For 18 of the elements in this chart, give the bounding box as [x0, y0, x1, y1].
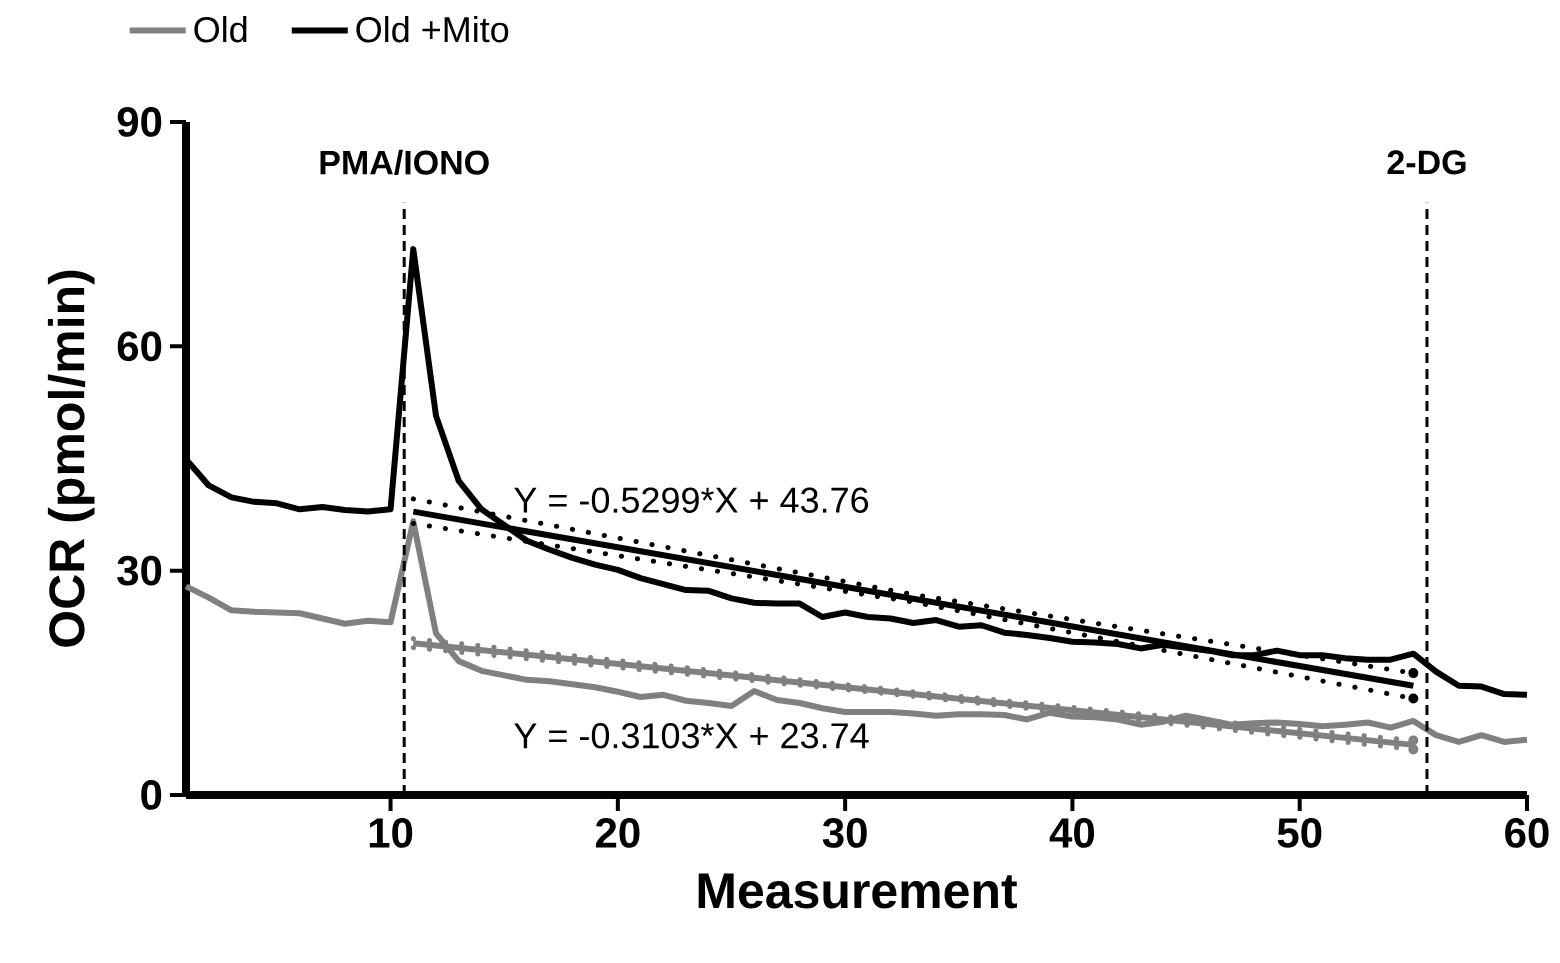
x-axis-title: Measurement: [698, 873, 1017, 909]
ref-line-label: PMA/IONO: [320, 149, 489, 176]
x-tick-label: 30: [822, 818, 867, 848]
x-tick-label: 50: [1277, 818, 1322, 848]
y-tick-label: 0: [141, 780, 162, 810]
annotation: Y = -0.3103*X + 23.74: [514, 723, 869, 749]
y-tick-label: 60: [117, 331, 162, 362]
legend-label: Old: [194, 15, 247, 43]
x-tick-label: 40: [1049, 818, 1095, 848]
y-axis-title: OCR (pmol/min): [47, 270, 95, 647]
x-tick-label: 10: [369, 818, 413, 848]
x-tick-label: 60: [1505, 818, 1549, 848]
annotation: Y = -0.5299*X + 43.76: [514, 487, 869, 513]
ref-line-label: 2-DG: [1387, 150, 1466, 175]
y-tick-label: 30: [117, 555, 162, 586]
x-tick-label: 20: [595, 818, 640, 848]
y-tick-label: 90: [117, 107, 162, 137]
legend-label: Old +Mito: [356, 15, 509, 43]
